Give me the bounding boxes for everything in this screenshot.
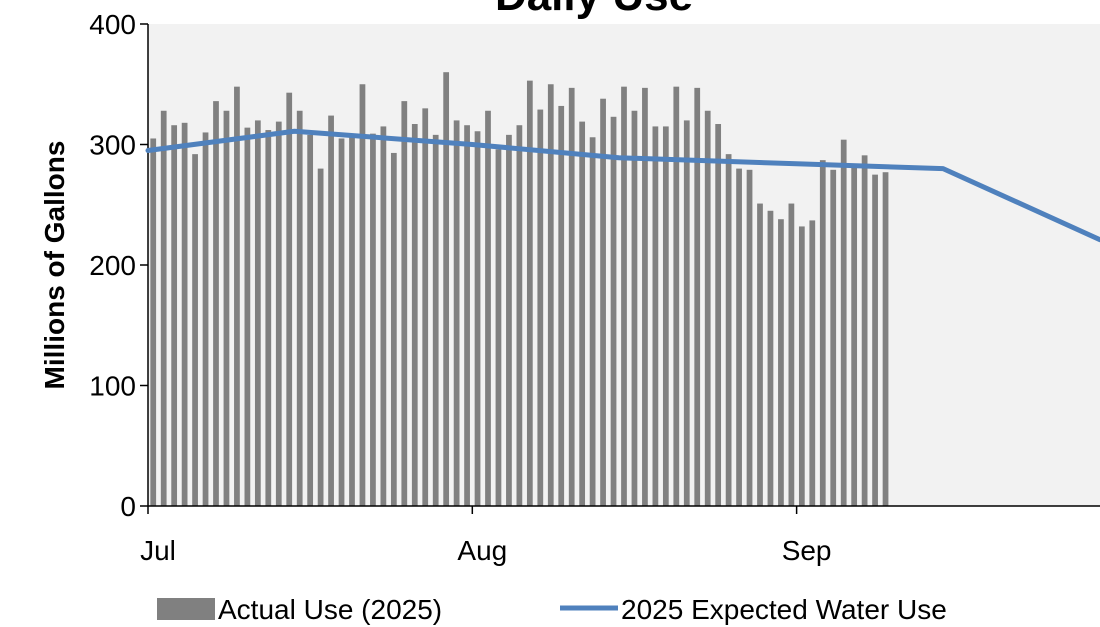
bar xyxy=(683,120,690,507)
bar xyxy=(610,116,617,506)
bar xyxy=(642,87,648,507)
bar xyxy=(526,80,533,506)
chart-title: Daily Use xyxy=(495,0,693,20)
bar xyxy=(328,115,334,506)
y-tick-label: 400 xyxy=(89,9,136,40)
x-tick-label: Jul xyxy=(140,535,176,566)
y-tick-label: 200 xyxy=(89,250,136,281)
bar xyxy=(798,226,805,506)
bar xyxy=(778,219,784,506)
bar xyxy=(286,92,293,506)
bar xyxy=(171,125,178,506)
bar xyxy=(882,172,889,506)
y-tick-label: 100 xyxy=(89,371,136,402)
bar xyxy=(809,220,816,506)
bar xyxy=(851,164,858,507)
bar xyxy=(537,109,544,506)
bar xyxy=(254,120,261,507)
bar xyxy=(861,155,868,506)
bar xyxy=(338,138,345,507)
bar xyxy=(150,138,157,507)
bar xyxy=(422,108,429,506)
bar xyxy=(485,110,491,506)
bar xyxy=(244,127,251,506)
bar xyxy=(704,110,711,506)
legend: Actual Use (2025) 2025 Expected Water Us… xyxy=(157,594,947,625)
bar xyxy=(495,149,502,506)
bar xyxy=(568,87,575,507)
bar xyxy=(474,131,481,506)
bar xyxy=(757,203,763,507)
expected-use-line xyxy=(145,128,1100,243)
y-tick-label: 0 xyxy=(120,491,136,522)
bar xyxy=(788,203,795,507)
bar xyxy=(307,134,314,507)
bar xyxy=(317,168,324,506)
bar xyxy=(694,87,701,507)
bar xyxy=(202,132,209,506)
x-tick-label: Sep xyxy=(782,535,832,566)
legend-swatch-actual-use xyxy=(157,598,215,620)
bar xyxy=(192,154,198,506)
bar xyxy=(234,86,240,506)
bars-group xyxy=(150,72,889,507)
bar xyxy=(830,169,837,506)
bar xyxy=(547,84,554,506)
bar xyxy=(558,105,565,506)
bar xyxy=(443,72,450,506)
bar xyxy=(380,126,387,507)
bar xyxy=(736,168,742,506)
bar xyxy=(715,124,722,506)
bar xyxy=(631,110,638,506)
line-layer xyxy=(145,128,1100,243)
bar xyxy=(453,120,460,507)
bar xyxy=(600,98,606,507)
bar xyxy=(223,110,230,506)
bar xyxy=(411,124,418,506)
bar xyxy=(213,101,219,507)
bar xyxy=(506,134,512,507)
bar xyxy=(359,84,366,506)
legend-label-actual-use: Actual Use (2025) xyxy=(218,594,442,625)
bar xyxy=(673,86,680,506)
bar xyxy=(160,110,167,506)
bar xyxy=(516,125,523,506)
bar xyxy=(621,86,627,506)
bar xyxy=(767,210,774,506)
bar xyxy=(265,130,272,507)
bar xyxy=(652,126,659,507)
bar xyxy=(746,169,753,506)
bar xyxy=(589,137,596,506)
axes-group: 0 100 200 300 400 Jul Aug Sep xyxy=(89,9,1100,566)
bar xyxy=(390,152,397,506)
bar xyxy=(275,121,282,507)
bar xyxy=(432,134,439,507)
bar xyxy=(181,122,188,506)
bar xyxy=(579,121,586,507)
bar xyxy=(819,160,826,506)
bar xyxy=(662,126,669,507)
y-tick-label: 300 xyxy=(89,130,136,161)
legend-label-expected-use: 2025 Expected Water Use xyxy=(621,594,947,625)
bar xyxy=(296,110,303,506)
bar xyxy=(349,137,355,506)
bar xyxy=(370,133,376,506)
bar xyxy=(840,139,847,506)
x-tick-label: Aug xyxy=(457,535,507,566)
y-axis-label: Millions of Gallons xyxy=(39,141,70,390)
bar xyxy=(872,174,878,507)
bar xyxy=(401,101,408,507)
bar xyxy=(725,154,732,506)
bar xyxy=(464,125,470,506)
